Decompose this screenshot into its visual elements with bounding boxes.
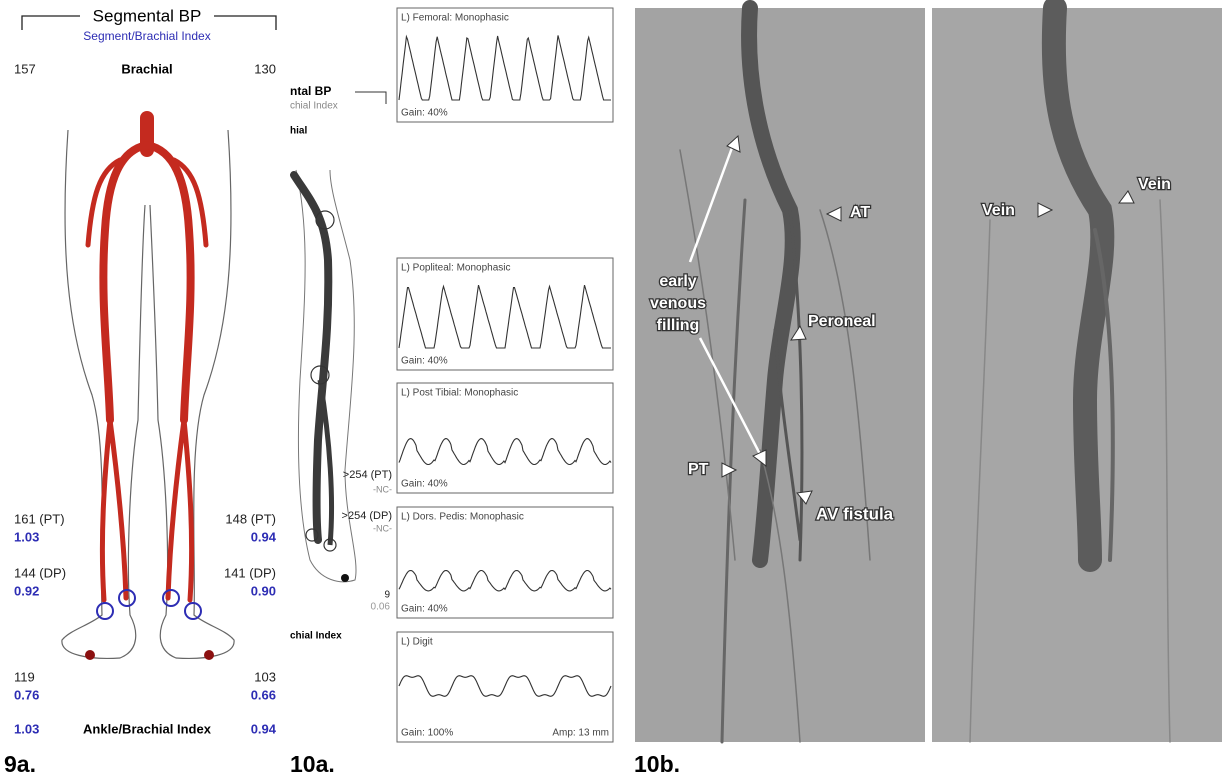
toe-site xyxy=(85,650,95,660)
waveform-trace xyxy=(398,569,612,592)
annotation: Vein xyxy=(1138,176,1171,193)
reading: -NC- xyxy=(373,484,392,494)
waveform-box: L) Digit Gain: 100% Amp: 13 mm xyxy=(396,631,614,743)
amp: Amp: 13 mm xyxy=(552,728,609,739)
waveform-title: L) Post Tibial: Monophasic xyxy=(401,388,518,399)
cuff-sites xyxy=(305,210,337,552)
readings: >254 (PT)-NC->254 (DP)-NC-90.06 xyxy=(342,469,392,613)
waveform-box: L) Popliteal: Monophasic Gain: 40% xyxy=(396,257,614,371)
cropped-title: ntal BP xyxy=(290,84,331,98)
panel-9a: Segmental BP Segment/Brachial Index 157 … xyxy=(4,6,277,777)
artery xyxy=(290,171,333,544)
cuff-sites xyxy=(96,589,202,620)
abi-left: 1.03 xyxy=(14,721,39,736)
index: 0.66 xyxy=(251,687,276,702)
annotations: AT early venous filling Peroneal PT AV f… xyxy=(649,134,1172,525)
gain: Gain: 40% xyxy=(401,604,448,615)
cropped-abi: chial Index xyxy=(290,631,342,642)
panel-10a: ntal BP chial Index hial chial Index >25… xyxy=(290,7,614,777)
box xyxy=(396,7,614,123)
annotation: AT xyxy=(850,204,870,221)
pressure: 119 xyxy=(14,669,35,684)
reading: >254 (DP) xyxy=(342,510,392,522)
readings: 161 (PT) 1.03 144 (DP) 0.92 119 0.76 148 (PT) 0… xyxy=(14,511,277,702)
abi-name: Ankle/Brachial Index xyxy=(83,721,212,736)
waveform-title: L) Femoral: Monophasic xyxy=(401,13,509,24)
waveform-title: L) Popliteal: Monophasic xyxy=(401,263,511,274)
box xyxy=(396,506,614,619)
cropped-subtitle: chial Index xyxy=(290,101,338,112)
reading: -NC- xyxy=(373,523,392,533)
brachial-left: 157 xyxy=(14,61,36,76)
arrow xyxy=(688,144,764,459)
pressure: 144 (DP) xyxy=(14,565,66,580)
reading: 9 xyxy=(384,590,390,601)
waveform-trace xyxy=(398,675,612,697)
panel-label: 10b. xyxy=(634,751,680,777)
title: Segmental BP xyxy=(93,6,202,25)
leg-outline xyxy=(295,169,357,583)
arrowheads xyxy=(721,134,1135,505)
toe-site xyxy=(204,650,214,660)
gain: Gain: 40% xyxy=(401,356,448,367)
annotation: early xyxy=(659,273,696,290)
waveform-box: L) Dors. Pedis: Monophasic Gain: 40% xyxy=(396,506,614,619)
abi-right: 0.94 xyxy=(251,721,277,736)
waveform-trace xyxy=(398,34,611,101)
waveform-trace xyxy=(398,438,612,466)
pressure: 148 (PT) xyxy=(225,511,276,526)
subtitle: Segment/Brachial Index xyxy=(83,29,210,43)
waveform-box: L) Femoral: Monophasic Gain: 40% xyxy=(396,7,614,123)
box xyxy=(396,257,614,371)
pressure: 141 (DP) xyxy=(224,565,276,580)
waveform-trace xyxy=(398,284,611,349)
box xyxy=(396,382,614,494)
pressure: 103 xyxy=(254,669,276,684)
brachial-name: Brachial xyxy=(121,61,172,76)
waveform-title: L) Digit xyxy=(401,637,433,648)
gain: Gain: 100% xyxy=(401,728,453,739)
arteries xyxy=(85,111,209,603)
gain: Gain: 40% xyxy=(401,479,448,490)
waveform-box: L) Post Tibial: Monophasic Gain: 40% xyxy=(396,382,614,494)
panel-label: 10a. xyxy=(290,751,335,777)
panel-10b: AT early venous filling Peroneal PT AV f… xyxy=(634,0,1222,777)
brachial-right: 130 xyxy=(254,61,276,76)
reading: >254 (PT) xyxy=(343,469,392,481)
annotation: Peroneal xyxy=(808,313,876,330)
gain: Gain: 40% xyxy=(401,108,448,119)
pressure: 161 (PT) xyxy=(14,511,65,526)
annotation: filling xyxy=(657,317,700,334)
index: 1.03 xyxy=(14,529,39,544)
index: 0.76 xyxy=(14,687,39,702)
annotation: Vein xyxy=(982,202,1015,219)
bracket xyxy=(355,91,387,104)
annotation: venous xyxy=(650,295,706,312)
annotation: AV fistula xyxy=(816,504,894,523)
reading: 0.06 xyxy=(371,602,391,613)
artery xyxy=(317,379,335,546)
toe-site xyxy=(341,574,349,582)
index: 0.94 xyxy=(251,529,277,544)
bracket xyxy=(21,15,277,30)
panel-label: 9a. xyxy=(4,751,36,777)
leg-outline xyxy=(61,129,235,660)
cropped-brachial: hial xyxy=(290,126,307,137)
index: 0.90 xyxy=(251,583,276,598)
annotation: PT xyxy=(688,461,709,478)
waveform-title: L) Dors. Pedis: Monophasic xyxy=(401,512,524,523)
index: 0.92 xyxy=(14,583,39,598)
vessels xyxy=(679,0,1171,744)
